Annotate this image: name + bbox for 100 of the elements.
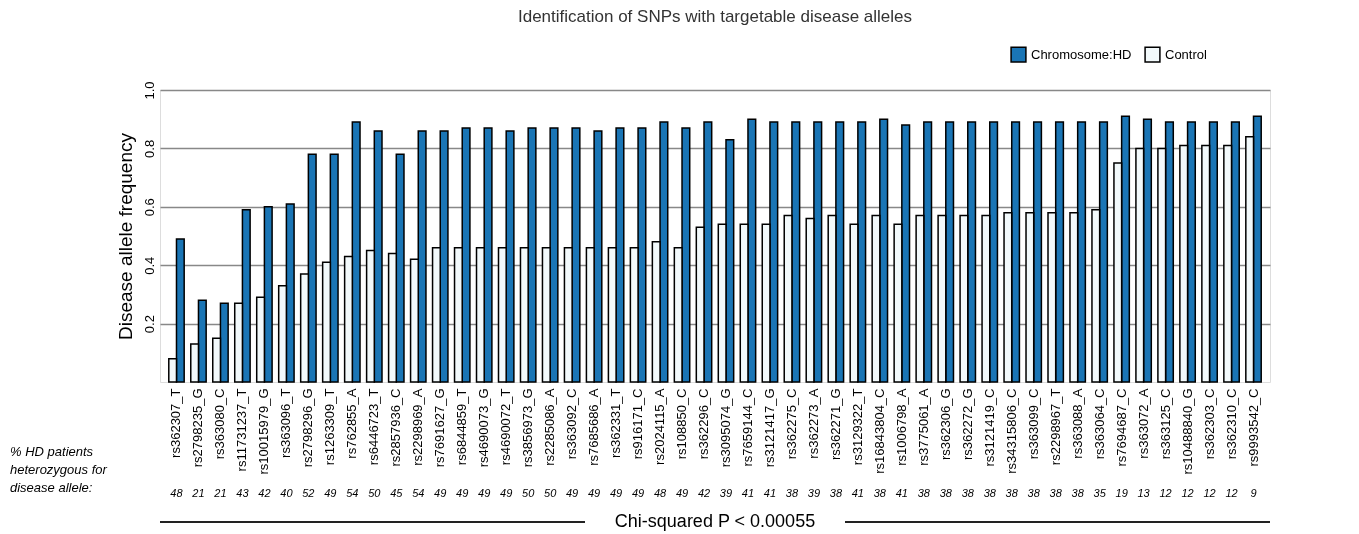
text: 13: [1137, 487, 1151, 499]
text: 49: [566, 487, 579, 499]
text: 49: [434, 487, 447, 499]
x-tick-label: rs1006798_A: [893, 388, 909, 466]
text: 9: [1250, 487, 1257, 499]
x-tick-label: rs7685686_A: [586, 388, 602, 466]
legend-label: Chromosome:HD: [1031, 46, 1132, 62]
x-tick-label: rs2798296_G: [300, 388, 316, 468]
text: 49: [456, 487, 469, 499]
text: 49: [324, 487, 337, 499]
x-tick-label: rs362271_G: [827, 388, 843, 461]
text: 43: [236, 487, 250, 499]
y-tick-label: 1.0: [141, 81, 157, 100]
text: 38: [961, 487, 975, 499]
x-tick-label: rs10488840_G: [1179, 388, 1195, 475]
text: 49: [631, 487, 645, 499]
x-tick-label: rs362307_T: [168, 388, 184, 458]
text: 49: [587, 487, 601, 499]
x-tick-label: rs363125_C: [1157, 388, 1173, 460]
x-tick-label: rs363072_A: [1135, 388, 1151, 459]
text: Chi-squared P < 0.00055: [614, 511, 816, 531]
x-tick-label: rs4690072_T: [498, 388, 514, 466]
x-tick-label: rs363092_C: [564, 388, 580, 460]
x-tick-label: rs3121417_G: [761, 388, 777, 468]
text: 12: [1203, 487, 1216, 499]
x-tick-label: rs3121419_C: [981, 388, 997, 467]
x-tick-label: rs7694687_C: [1113, 388, 1129, 467]
x-tick-label: rs2857936_C: [388, 388, 404, 467]
x-tick-label: rs10015979_G: [256, 388, 272, 475]
text: 45: [390, 487, 404, 499]
text: 39: [807, 487, 821, 499]
text: 38: [873, 487, 887, 499]
x-tick-label: rs762855_A: [344, 388, 360, 459]
x-tick-label: rs34315806_C: [1003, 388, 1019, 474]
text: 54: [412, 487, 425, 499]
x-tick-label: rs9993542_C: [1245, 388, 1261, 467]
text: 38: [983, 487, 997, 499]
text: 38: [1027, 487, 1041, 499]
x-tick-label: rs3129322_T: [849, 388, 865, 466]
x-tick-label: rs2298969_A: [410, 388, 426, 466]
text: 12: [1181, 487, 1194, 499]
x-tick-label: rs363099_C: [1025, 388, 1041, 460]
text: 48: [653, 487, 668, 499]
x-tick-label: rs362310_C: [1223, 388, 1239, 460]
x-tick-label: rs4690073_G: [476, 388, 492, 468]
y-axis-title: Disease allele frequency: [114, 132, 136, 341]
x-tick-label: rs363080_C: [212, 388, 228, 460]
x-tick-label: rs3095074_G: [717, 388, 733, 468]
x-tick-label: rs362296_C: [696, 388, 712, 460]
text: 41: [895, 487, 908, 499]
text: 42: [697, 487, 711, 499]
text: 39: [719, 487, 733, 499]
x-tick-label: rs7691627_G: [432, 388, 448, 468]
y-tick-label: 0.4: [141, 256, 157, 275]
text: 12: [1159, 487, 1172, 499]
text: 38: [939, 487, 953, 499]
x-tick-label: rs362273_A: [805, 388, 821, 459]
x-tick-label: rs11731237_T: [234, 388, 250, 472]
text: 49: [609, 487, 623, 499]
text: 38: [785, 487, 799, 499]
x-tick-label: rs2798235_G: [190, 388, 206, 468]
x-tick-label: rs362306_G: [937, 388, 953, 461]
y-tick-label: 0.2: [141, 315, 157, 334]
text: 48: [170, 487, 184, 499]
x-tick-label: rs6844859_T: [454, 388, 470, 466]
text: 12: [1225, 487, 1238, 499]
text: 38: [1049, 487, 1063, 499]
text: 38: [1005, 487, 1019, 499]
text: 50: [522, 487, 536, 499]
text: 50: [368, 487, 382, 499]
text: 41: [741, 487, 755, 499]
text: 50: [544, 487, 558, 499]
x-tick-label: rs2285086_A: [542, 388, 558, 466]
text: 54: [346, 487, 359, 499]
x-tick-label: rs3775061_A: [915, 388, 931, 466]
x-tick-label: rs2298967_T: [1047, 388, 1063, 466]
text: 40: [280, 487, 294, 499]
x-tick-label: rs1263309_T: [322, 388, 338, 466]
x-tick-label: rs2024115_A: [652, 388, 668, 465]
text: 49: [675, 487, 689, 499]
text: 19: [1115, 487, 1128, 499]
text: 38: [1071, 487, 1085, 499]
text: 49: [478, 487, 491, 499]
text: 38: [829, 487, 843, 499]
y-tick-label: 0.8: [141, 139, 157, 158]
legend-label: Control: [1165, 46, 1208, 62]
x-tick-label: rs362331_T: [608, 388, 624, 458]
text: 41: [763, 487, 777, 499]
x-tick-label: rs7659144_C: [739, 388, 755, 467]
text: 49: [500, 487, 513, 499]
x-tick-label: rs363088_A: [1069, 388, 1085, 459]
text: 42: [258, 487, 271, 499]
text: 38: [917, 487, 931, 499]
text: 21: [213, 487, 227, 499]
text: 41: [851, 487, 864, 499]
text: 35: [1093, 487, 1107, 499]
x-tick-label: rs363064_C: [1091, 388, 1107, 460]
text: % HD patients heterozygous for disease allele:: [10, 444, 108, 495]
text: 21: [191, 487, 205, 499]
x-tick-label: rs108850_C: [674, 388, 690, 460]
